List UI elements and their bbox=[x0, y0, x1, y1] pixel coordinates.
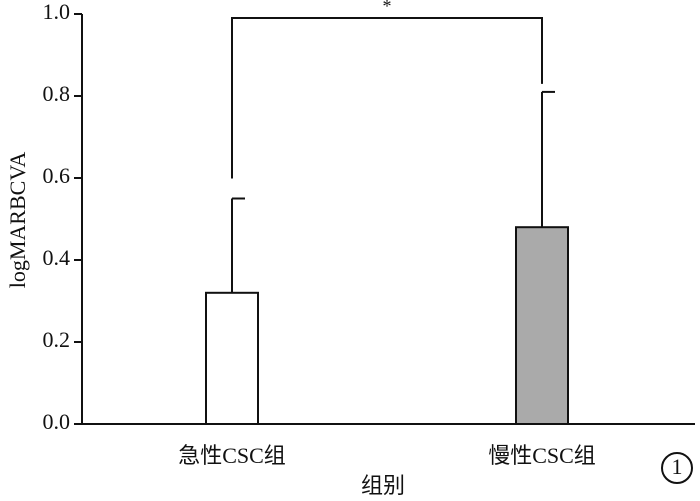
y-tick-label: 1.0 bbox=[43, 0, 71, 24]
y-tick-label: 0.0 bbox=[43, 409, 71, 434]
figure-label: 1 bbox=[672, 454, 683, 479]
x-tick-label: 急性CSC组 bbox=[178, 443, 286, 468]
x-axis-label: 组别 bbox=[361, 473, 405, 498]
x-tick-label: 慢性CSC组 bbox=[488, 443, 596, 468]
y-tick-label: 0.4 bbox=[43, 245, 71, 270]
bar bbox=[515, 226, 569, 425]
significance-label: * bbox=[383, 0, 392, 16]
significance-bracket bbox=[231, 17, 543, 179]
y-tick-label: 0.8 bbox=[43, 81, 71, 106]
y-tick-label: 0.2 bbox=[43, 327, 71, 352]
figure-label-circle bbox=[661, 452, 693, 484]
y-tick-label: 0.6 bbox=[43, 163, 71, 188]
bar bbox=[205, 291, 259, 425]
y-axis-label: logMARBCVA bbox=[5, 152, 30, 289]
